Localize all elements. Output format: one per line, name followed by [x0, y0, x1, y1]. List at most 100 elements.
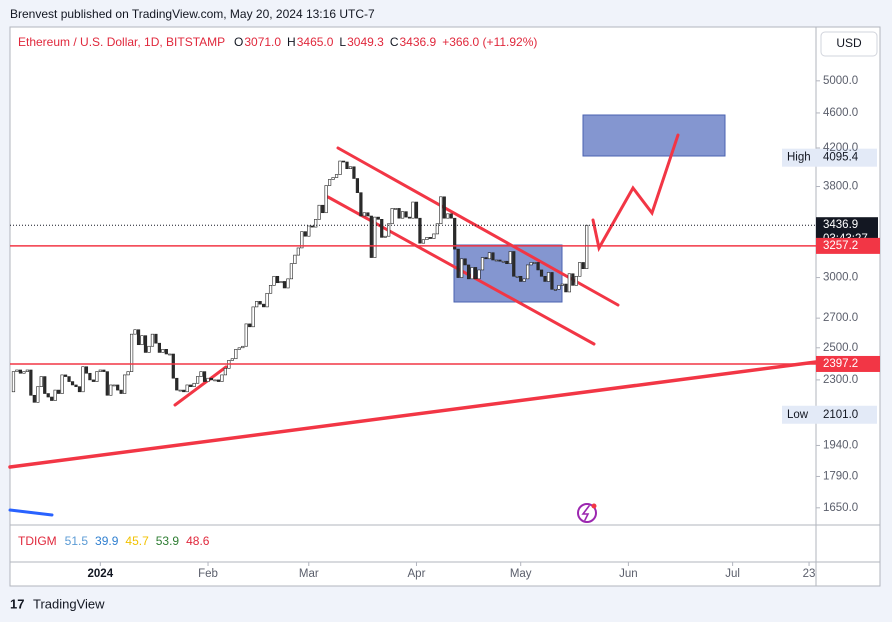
- candle: [574, 275, 578, 286]
- x-tick-label: Feb: [198, 568, 218, 580]
- candle: [334, 174, 339, 178]
- symbol: Ethereum / U.S. Dollar, 1D, BITSTAMP: [18, 35, 225, 49]
- candle: [494, 259, 498, 262]
- candle: [355, 178, 360, 193]
- candle: [150, 333, 155, 347]
- candle: [258, 301, 262, 305]
- candle: [43, 376, 47, 394]
- candle: [414, 201, 419, 219]
- candle: [272, 275, 276, 286]
- candle: [230, 358, 234, 361]
- candle: [449, 213, 453, 219]
- levels: High4095.43436.903:43:273257.22397.2Low2…: [10, 148, 880, 424]
- candle: [536, 262, 540, 271]
- trend-long: [8, 360, 818, 469]
- candle: [581, 262, 585, 269]
- y-tick-label: 3000.0: [823, 272, 858, 284]
- candle: [366, 212, 370, 217]
- candle: [453, 217, 457, 250]
- candle: [328, 179, 332, 186]
- candle: [168, 353, 172, 356]
- candle: [470, 267, 474, 280]
- candle: [39, 376, 43, 387]
- candle: [164, 349, 168, 355]
- candle: [84, 366, 89, 374]
- candle: [265, 292, 269, 308]
- candle: [109, 384, 113, 396]
- candle: [262, 303, 266, 308]
- candle: [418, 217, 422, 244]
- candle: [202, 371, 207, 382]
- indicator-value: 45.7: [125, 534, 149, 548]
- candle: [404, 211, 408, 218]
- candle: [57, 389, 61, 394]
- candle: [338, 160, 342, 175]
- candle: [241, 345, 245, 349]
- candle: [123, 374, 127, 394]
- candle: [456, 248, 460, 278]
- candle: [519, 275, 523, 282]
- candle: [98, 369, 102, 372]
- candle: [442, 196, 446, 219]
- candle: [70, 381, 75, 386]
- candle: [53, 389, 57, 401]
- candle: [289, 263, 294, 280]
- candle: [397, 208, 401, 219]
- candle: [199, 371, 203, 377]
- y-tick-label: 4200.0: [823, 142, 858, 154]
- event-icon[interactable]: [577, 503, 597, 523]
- candle: [248, 323, 252, 328]
- candle: [526, 264, 530, 280]
- ohlc-low: 3049.3: [347, 35, 384, 49]
- candle: [310, 225, 314, 228]
- y-tick-label: 5000.0: [823, 75, 858, 87]
- candle: [95, 371, 99, 382]
- candle: [11, 371, 16, 393]
- indicator-name: TDIGM: [18, 534, 57, 548]
- candle: [341, 160, 346, 163]
- candle: [460, 258, 464, 278]
- candle: [473, 267, 478, 280]
- candle: [505, 260, 509, 264]
- candle: [529, 262, 533, 266]
- candle: [189, 384, 193, 387]
- logo: 17 TradingView: [10, 596, 105, 611]
- candle: [293, 254, 297, 264]
- chart-frame: [9, 26, 881, 587]
- publisher: Brenvest published on TradingView.com, M…: [10, 7, 375, 21]
- high-tag: [782, 148, 877, 167]
- indicator-legend: TDIGM 51.5 39.9 45.7 53.9 48.6: [18, 534, 210, 548]
- candle: [29, 369, 33, 396]
- indicator-value: 53.9: [156, 534, 180, 548]
- event-bolt: [581, 505, 590, 521]
- candle: [22, 371, 26, 374]
- brand: TradingView: [33, 596, 105, 611]
- candle: [300, 231, 304, 249]
- candle: [314, 218, 318, 228]
- x-tick-label: Mar: [299, 568, 319, 580]
- candle: [557, 285, 561, 290]
- candle: [46, 393, 50, 398]
- candle: [512, 251, 516, 277]
- ohlc-close-label: C: [390, 35, 399, 49]
- candle: [435, 223, 439, 235]
- y-tick-label: 2500.0: [823, 342, 858, 354]
- currency[interactable]: USD: [836, 36, 862, 50]
- candle: [77, 386, 82, 393]
- candle: [463, 258, 467, 266]
- indicator-value: 48.6: [186, 534, 210, 548]
- candle: [571, 273, 575, 286]
- candles: [11, 160, 589, 403]
- candle: [178, 389, 182, 392]
- candle: [321, 204, 325, 214]
- ohlc-open-label: O: [234, 35, 243, 49]
- candle: [487, 252, 492, 260]
- y-tick-label: 1650.0: [823, 502, 858, 514]
- ohlc-high: 3465.0: [297, 35, 334, 49]
- candle: [307, 225, 311, 237]
- currency-button[interactable]: [820, 31, 878, 57]
- candle: [550, 272, 554, 290]
- ohlc-legend: O 3071.0 H 3465.0 L 3049.3 C 3436.9 +366.0 (+11.…: [234, 35, 537, 49]
- last-label: 3436.9: [823, 219, 858, 231]
